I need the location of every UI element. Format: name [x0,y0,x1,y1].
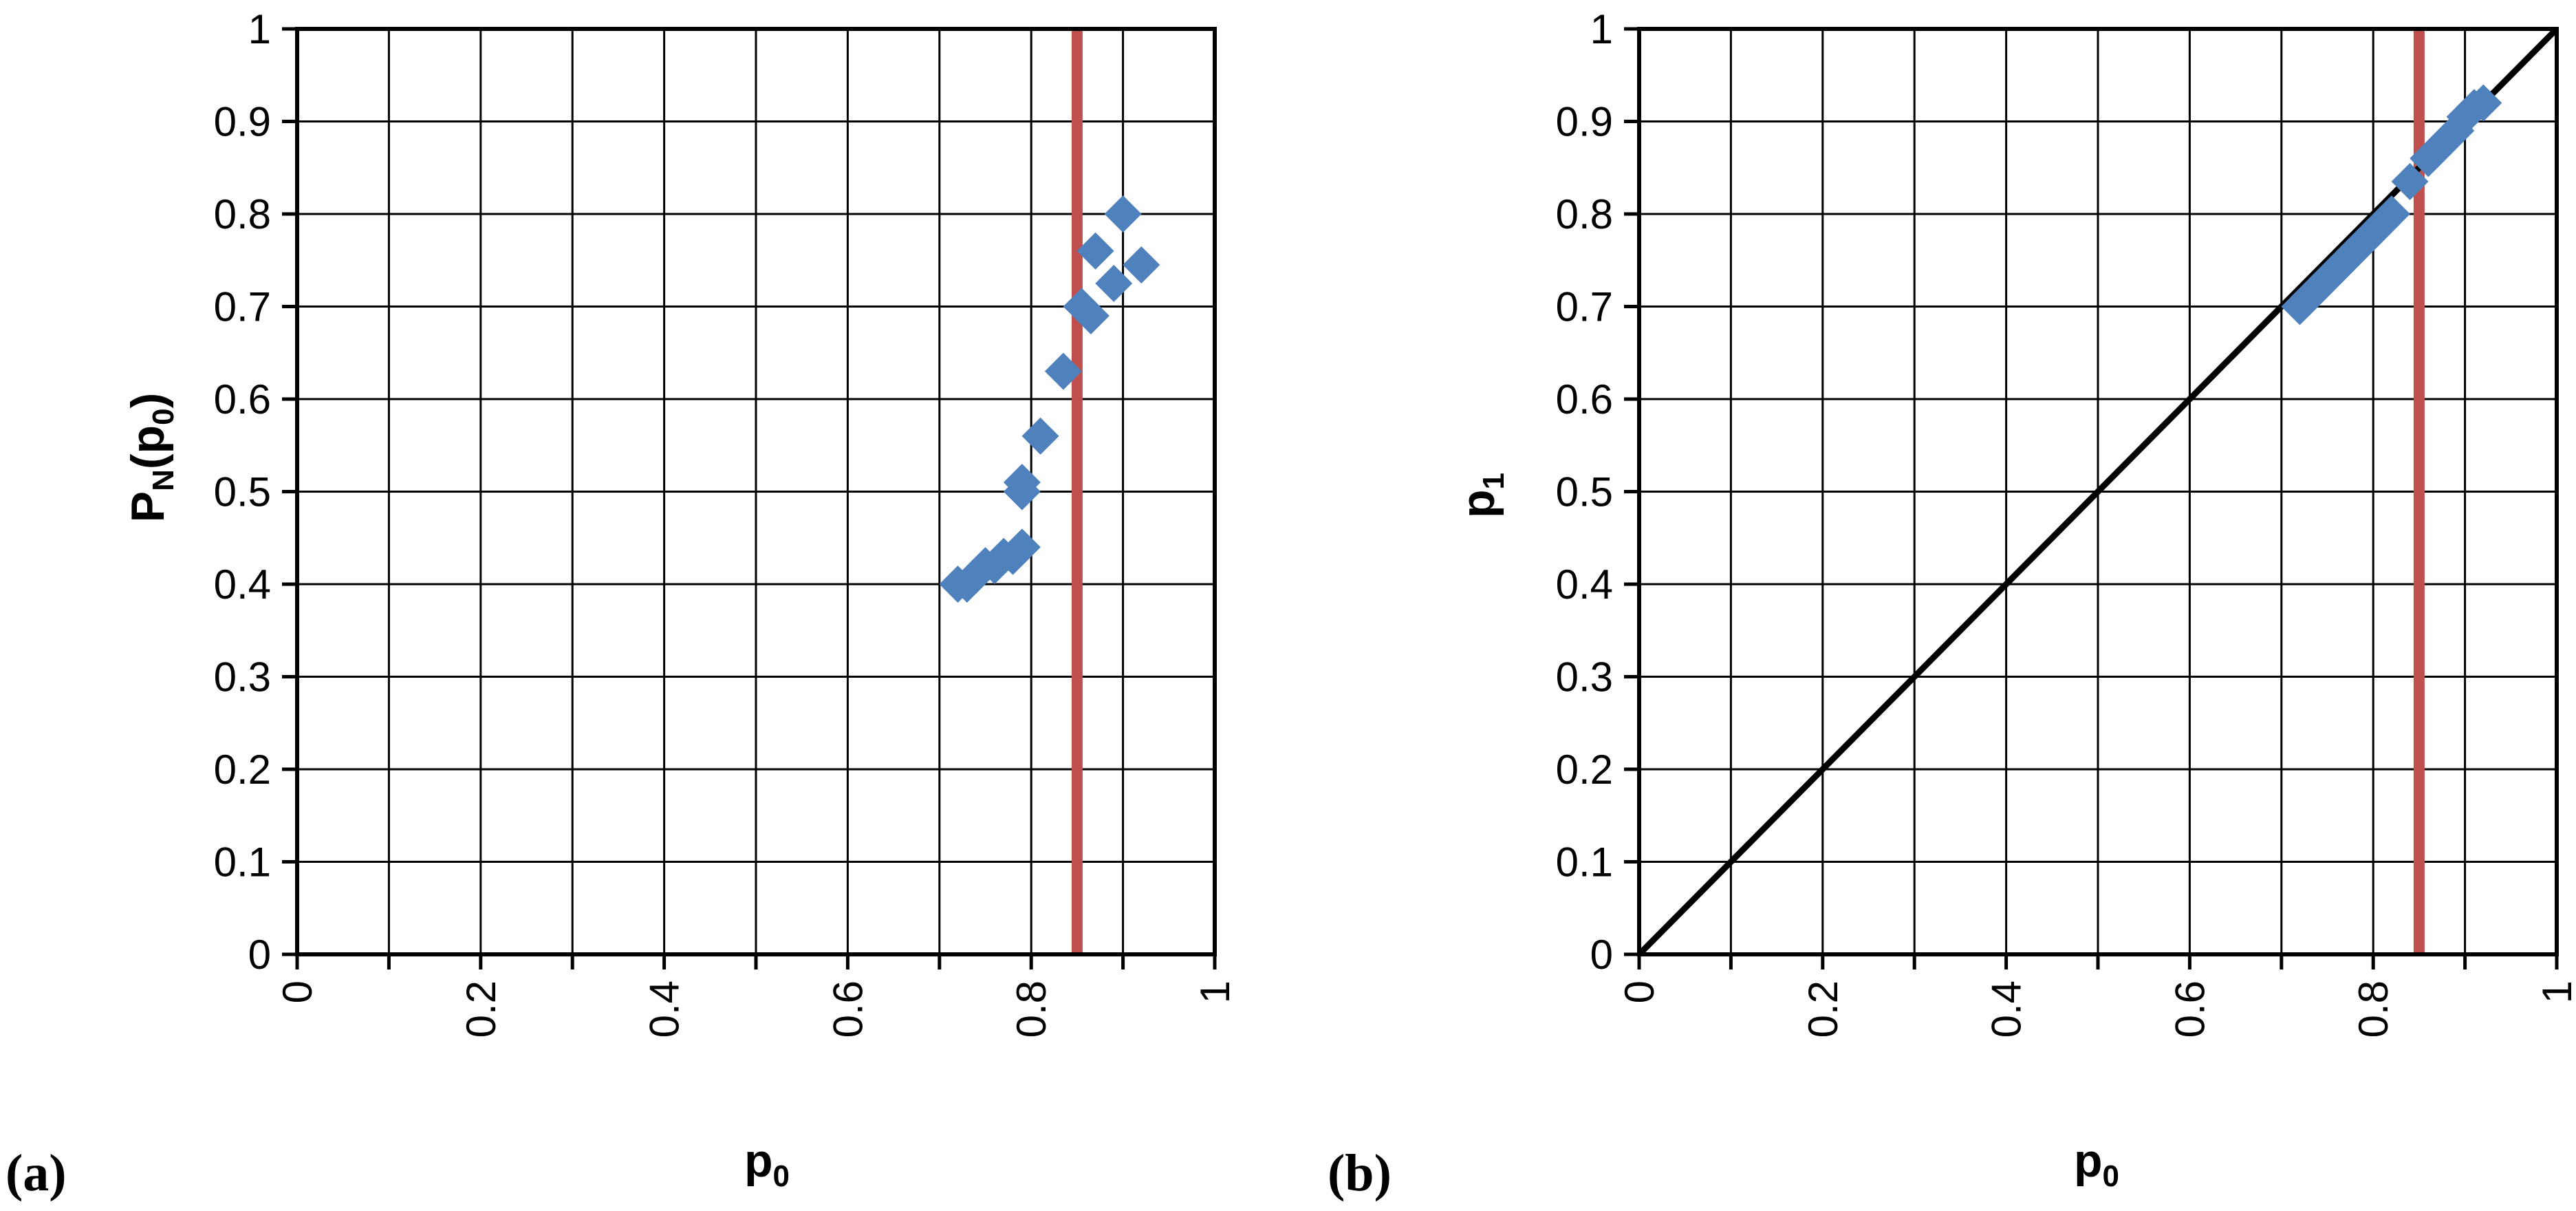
panel-a-chart: 0 0.1 0.2 0.3 0.4 0.5 0.6 0.7 0.8 0.9 1 0 0.2 0.4 0.6… [6,6,1238,1202]
panel-a-data-point [1104,195,1142,233]
panel-a-grid [297,29,1215,954]
panel-a-data-point [1003,464,1041,502]
panel-b-y-tick-labels: 0 0.1 0.2 0.3 0.4 0.5 0.6 0.7 0.8 0.9 1 [1556,6,1639,978]
panel-a-x-tick-label: 0 [274,980,321,1003]
panel-a-y-tick-label: 0.2 [214,747,271,793]
panel-b-points [2281,84,2502,325]
panel-b-data-point [2391,162,2429,200]
panel-b-data-point [2372,195,2410,233]
panel-b-y-tick-label: 1 [1590,6,1613,52]
panel-b-y-tick-label: 0.1 [1556,839,1613,886]
panel-a-x-tick-label: 0.8 [1008,980,1054,1038]
panel-b-y-tick-label: 0.7 [1556,284,1613,330]
panel-b-y-tick-label: 0 [1590,932,1613,978]
panel-a-data-point [1003,528,1041,566]
panel-b-y-axis-title: p1 [1452,473,1511,518]
panel-b-x-tick-label: 0 [1616,980,1663,1003]
panel-a-data-point [1095,264,1133,302]
panel-a-data-point [1044,352,1082,390]
panel-b-x-tick-label: 0.4 [1984,980,2030,1038]
panel-b-y-tick-label: 0.4 [1556,561,1613,608]
panel-a-y-tick-label: 0.7 [214,284,271,330]
panel-a-y-tick-label: 0.1 [214,839,271,886]
panel-b-y-tick-label: 0.8 [1556,191,1613,237]
panel-a-x-tick-label: 0.2 [458,980,504,1038]
panel-a-y-tick-label: 1 [248,6,271,52]
panel-a-data-point [1076,232,1114,270]
panel-a-y-tick-label: 0.4 [214,561,271,608]
panel-a-y-tick-labels: 0 0.1 0.2 0.3 0.4 0.5 0.6 0.7 0.8 0.9 1 [214,6,297,978]
panel-a-label: (a) [6,1144,67,1202]
panel-a-y-tick-label: 0.3 [214,654,271,700]
panel-a-x-tick-label: 0.4 [642,980,688,1038]
panel-a-y-tick-label: 0.8 [214,191,271,237]
panel-b-x-axis-title: p0 [2074,1135,2119,1193]
panel-b-x-tick-label: 0.2 [1800,980,1846,1038]
panel-a-x-tick-label: 0.6 [825,980,871,1038]
panel-b-x-tick-label: 0.8 [2350,980,2396,1038]
panel-b-y-tick-label: 0.9 [1556,99,1613,145]
panel-a-x-tick-labels: 0 0.2 0.4 0.6 0.8 1 [274,954,1238,1038]
panel-a-points [939,195,1160,603]
panel-a-y-tick-label: 0 [248,932,271,978]
panel-a-x-tick-label: 1 [1192,980,1238,1003]
panel-a-y-axis-title: PN(p0) [122,393,180,522]
panel-b-y-tick-label: 0.5 [1556,469,1613,515]
panel-b-label: (b) [1328,1144,1392,1202]
panel-a-y-tick-label: 0.6 [214,376,271,422]
panel-b-chart: 0 0.1 0.2 0.3 0.4 0.5 0.6 0.7 0.8 0.9 1 0 0.2 0.4 0.6… [1328,6,2576,1202]
panel-b-y-tick-label: 0.2 [1556,747,1613,793]
panel-b-x-tick-labels: 0 0.2 0.4 0.6 0.8 1 [1616,954,2576,1038]
panel-b-x-tick-label: 1 [2534,980,2576,1003]
panel-a-y-tick-label: 0.5 [214,469,271,515]
panel-b-y-tick-label: 0.3 [1556,654,1613,700]
panel-a-x-axis-title: p0 [744,1135,790,1193]
panel-a-y-tick-label: 0.9 [214,99,271,145]
panel-a-data-point [1123,246,1160,283]
panel-a-data-point [1072,297,1110,334]
panel-b-x-tick-label: 0.6 [2167,980,2213,1038]
panel-b-data-point [2465,84,2502,122]
panel-a-data-point [1021,417,1059,455]
panel-b-y-tick-label: 0.6 [1556,376,1613,422]
